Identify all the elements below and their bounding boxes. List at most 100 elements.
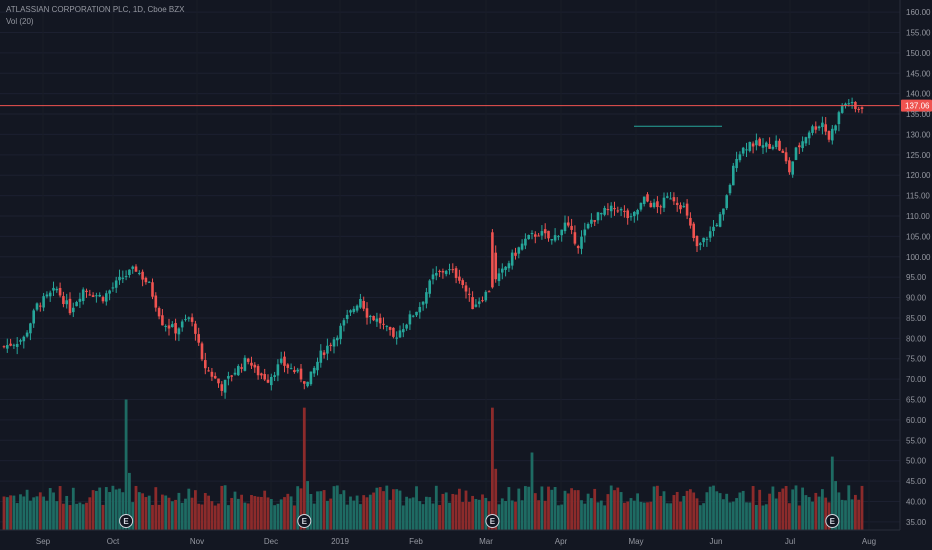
earnings-marker[interactable]: E xyxy=(825,514,840,528)
volume-bar xyxy=(860,485,864,530)
symbol-title[interactable]: ATLASSIAN CORPORATION PLC, 1D, Cboe BZX xyxy=(6,5,185,14)
candle-body xyxy=(138,272,141,274)
candle-body xyxy=(570,225,573,230)
volume-bar xyxy=(104,487,108,530)
volume-bar xyxy=(725,493,729,530)
volume-bar xyxy=(784,486,788,530)
volume-bar xyxy=(669,503,672,530)
candle-body xyxy=(128,269,131,276)
candle-body xyxy=(392,327,395,337)
candle-body xyxy=(451,269,455,271)
candle-body xyxy=(220,384,224,391)
candle-body xyxy=(118,276,121,281)
candle-body xyxy=(299,368,303,380)
candle-body xyxy=(326,345,329,354)
volume-bar xyxy=(626,501,630,530)
volume-bar xyxy=(708,486,712,530)
candle-body xyxy=(62,296,65,305)
volume-bar xyxy=(279,499,283,530)
candle-body xyxy=(705,238,709,240)
candle-body xyxy=(15,343,19,347)
candle-body xyxy=(633,212,636,217)
earnings-marker-circle xyxy=(297,514,312,528)
volume-bar xyxy=(434,485,438,530)
candle-body xyxy=(174,323,177,334)
earnings-marker-label: E xyxy=(830,517,836,526)
candle-body xyxy=(520,243,524,250)
volume-bar xyxy=(438,505,441,530)
volume-bar xyxy=(481,494,484,530)
volume-bar xyxy=(187,488,191,530)
volume-bar xyxy=(256,496,260,530)
candle-body xyxy=(207,370,210,372)
candle-body xyxy=(560,229,563,236)
candle-body xyxy=(45,294,49,297)
candle-body xyxy=(530,233,534,235)
candle-body xyxy=(184,319,187,321)
candle-body xyxy=(484,291,488,301)
candle-body xyxy=(626,210,629,219)
candle-body xyxy=(609,205,613,212)
candle-body xyxy=(39,305,42,307)
candle-body xyxy=(105,293,108,302)
volume-bar xyxy=(263,490,267,530)
candle-body xyxy=(81,289,85,301)
volume-bar xyxy=(801,487,804,530)
candle-body xyxy=(194,323,197,334)
volume-bar xyxy=(764,504,768,530)
volume-bar xyxy=(431,503,435,530)
price-axis[interactable]: 160.00 155.00 150.00 145.00 140.00 135.00 130.… xyxy=(899,0,931,530)
candle-body xyxy=(42,296,45,308)
earnings-marker[interactable]: E xyxy=(485,514,500,528)
volume-bar xyxy=(510,500,514,530)
candle-body xyxy=(154,295,158,308)
current-price-label: 137.06 xyxy=(905,102,930,111)
earnings-marker[interactable]: E xyxy=(297,514,312,528)
volume-bar xyxy=(180,502,184,530)
volume-bar xyxy=(75,503,78,530)
candle-body xyxy=(537,235,540,237)
volume-bar xyxy=(68,505,72,530)
volume-indicator-label[interactable]: Vol (20) xyxy=(6,17,34,26)
volume-bar xyxy=(649,501,653,530)
volume-bar xyxy=(527,486,531,530)
volume-bar xyxy=(850,499,854,530)
candle-body xyxy=(857,108,860,110)
earnings-marker[interactable]: E xyxy=(119,514,134,528)
candle-body xyxy=(603,207,606,215)
candle-body xyxy=(798,145,801,148)
candle-body xyxy=(834,125,837,131)
earnings-marker-label: E xyxy=(490,517,496,526)
volume-bar xyxy=(217,503,220,530)
volume-bar xyxy=(656,485,659,530)
candle-body xyxy=(563,222,567,232)
volume-bar xyxy=(398,490,402,530)
candle-body xyxy=(293,370,296,373)
candle-body xyxy=(359,298,362,308)
candle-body xyxy=(98,294,101,297)
volume-bar xyxy=(302,407,306,530)
candle-body xyxy=(527,235,530,240)
volume-bar xyxy=(702,503,705,530)
volume-bar xyxy=(794,485,798,530)
volume-bar xyxy=(365,497,369,530)
volume-bar xyxy=(441,493,445,530)
volume-bar xyxy=(537,500,540,530)
candle-body xyxy=(642,196,646,204)
candle-body xyxy=(415,311,418,316)
candle-body xyxy=(210,371,214,377)
candle-body xyxy=(147,281,151,283)
volume-bar xyxy=(65,495,69,530)
volume-bar xyxy=(164,495,168,530)
candle-body xyxy=(458,276,461,281)
time-axis[interactable]: Sep Oct Nov Dec 2019 Feb Mar Apr May Jun Jul Aug xyxy=(0,529,900,546)
volume-bar xyxy=(15,503,19,530)
candle-body xyxy=(29,323,32,334)
candle-body xyxy=(758,138,761,146)
volume-bar xyxy=(246,503,250,530)
volume-bar xyxy=(342,490,346,530)
candle-body xyxy=(65,300,68,305)
candle-body xyxy=(223,379,227,393)
volume-bar xyxy=(349,496,352,530)
